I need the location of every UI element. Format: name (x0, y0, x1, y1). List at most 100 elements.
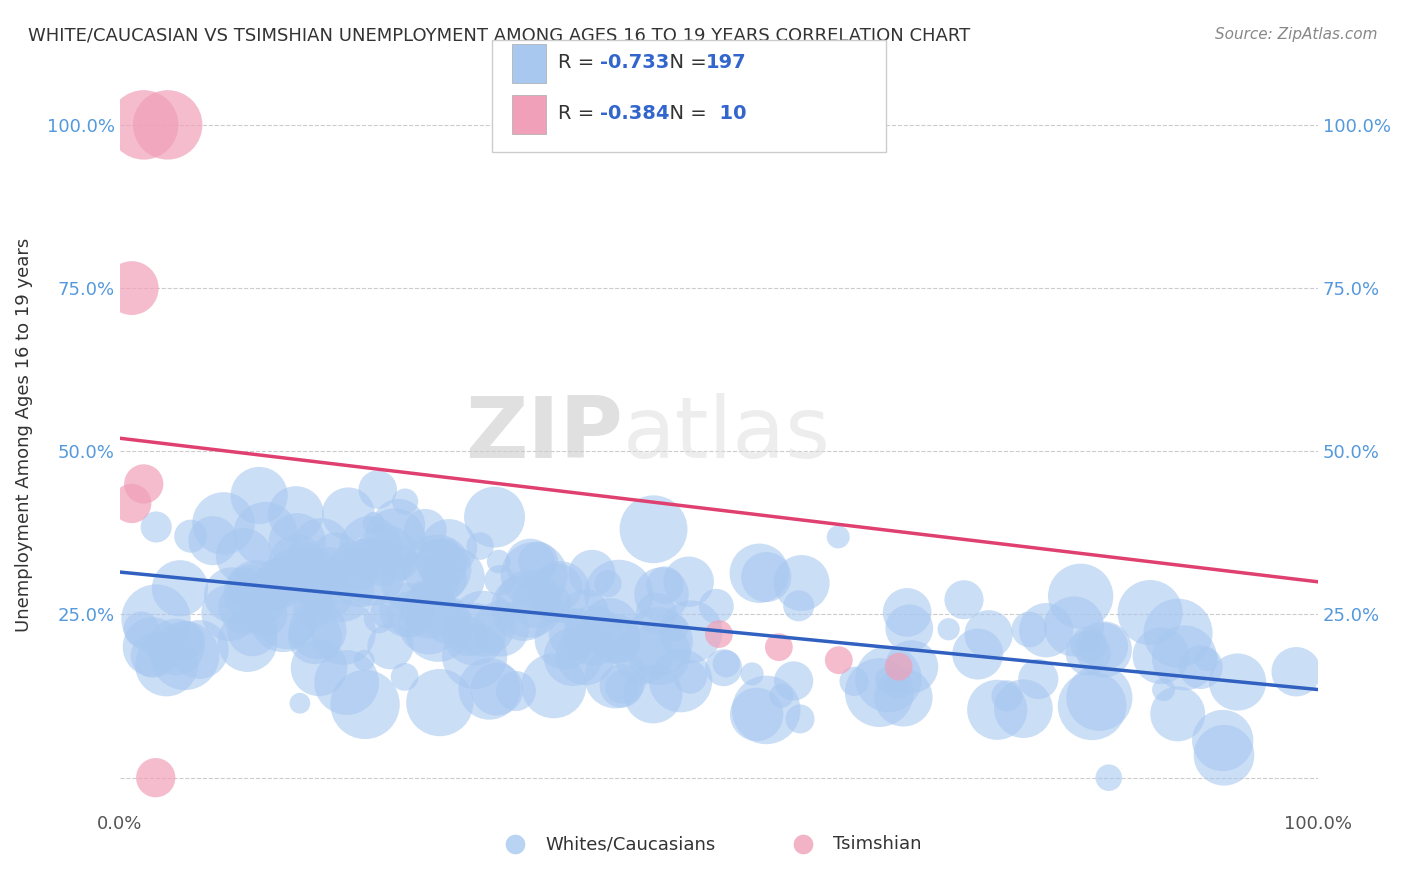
Point (669, 673, 692, 688)
Point (643, 522, 665, 536)
Point (336, 675, 359, 690)
Text: Source: ZipAtlas.com: Source: ZipAtlas.com (1215, 27, 1378, 42)
Point (374, 549, 396, 563)
Point (505, 684, 527, 698)
Point (1070, 589, 1092, 603)
Point (524, 597, 547, 611)
Point (519, 557, 541, 571)
Point (347, 562, 370, 576)
Point (1063, 619, 1085, 633)
Point (706, 599, 728, 614)
Point (755, 570, 778, 584)
Point (156, 118, 179, 132)
Point (782, 673, 804, 688)
Point (1088, 690, 1111, 705)
Point (512, 601, 534, 615)
Point (132, 118, 155, 132)
Point (463, 627, 485, 641)
Point (681, 624, 703, 639)
Point (318, 588, 340, 602)
Point (517, 597, 540, 611)
Point (1081, 698, 1104, 713)
Point (427, 621, 450, 635)
Point (1098, 771, 1121, 785)
Point (1077, 637, 1099, 651)
Point (790, 576, 813, 591)
Point (233, 572, 256, 586)
Point (395, 603, 418, 617)
Point (1189, 660, 1212, 674)
Point (145, 612, 167, 626)
Point (233, 600, 256, 615)
Point (221, 588, 243, 602)
Point (325, 549, 347, 564)
Point (755, 703, 778, 717)
Point (131, 623, 153, 637)
Point (503, 800, 526, 814)
Point (827, 530, 849, 544)
Point (297, 575, 319, 590)
Y-axis label: Unemployment Among Ages 16 to 19 years: Unemployment Among Ages 16 to 19 years (15, 238, 32, 632)
Point (254, 527, 277, 541)
Text: 197: 197 (706, 54, 747, 72)
Point (745, 707, 768, 722)
Point (337, 507, 360, 521)
Point (394, 670, 416, 684)
Point (242, 624, 264, 638)
Point (165, 640, 187, 654)
Point (489, 622, 512, 636)
Point (276, 611, 298, 625)
Point (419, 603, 441, 617)
Point (359, 540, 381, 554)
Point (429, 696, 451, 710)
Point (478, 681, 501, 696)
Point (1139, 606, 1161, 620)
Point (1092, 642, 1115, 657)
Point (121, 496, 143, 510)
Point (589, 635, 612, 649)
Point (180, 529, 202, 543)
Point (547, 580, 569, 594)
Point (792, 800, 814, 814)
Point (605, 670, 627, 684)
Point (271, 611, 294, 625)
Point (1092, 640, 1115, 654)
Point (173, 648, 195, 663)
Point (1167, 626, 1189, 640)
Point (142, 648, 165, 663)
Point (605, 632, 627, 646)
Point (309, 541, 332, 555)
Point (388, 518, 411, 533)
Text: N =: N = (657, 54, 713, 72)
Point (896, 606, 918, 620)
Point (553, 632, 575, 647)
Point (716, 657, 738, 671)
Point (218, 606, 240, 620)
Point (302, 599, 325, 614)
Point (145, 771, 167, 785)
Point (953, 592, 976, 607)
Point (1195, 652, 1218, 666)
Point (285, 556, 308, 570)
Text: ZIP: ZIP (465, 393, 623, 476)
Text: WHITE/CAUCASIAN VS TSIMSHIAN UNEMPLOYMENT AMONG AGES 16 TO 19 YEARS CORRELATION : WHITE/CAUCASIAN VS TSIMSHIAN UNEMPLOYMEN… (28, 27, 970, 45)
Point (966, 647, 988, 661)
Point (389, 555, 412, 569)
Point (332, 625, 354, 640)
Point (464, 649, 486, 664)
Point (288, 565, 311, 579)
Point (434, 572, 457, 586)
Point (437, 541, 460, 555)
Point (768, 640, 790, 654)
Point (574, 607, 596, 621)
Point (1012, 701, 1035, 715)
Point (581, 566, 603, 581)
Point (599, 620, 621, 634)
Point (281, 567, 304, 582)
Point (1026, 672, 1049, 686)
Point (236, 635, 259, 649)
Point (367, 483, 389, 497)
Point (1213, 748, 1236, 763)
Point (304, 630, 326, 644)
Point (1226, 675, 1249, 690)
